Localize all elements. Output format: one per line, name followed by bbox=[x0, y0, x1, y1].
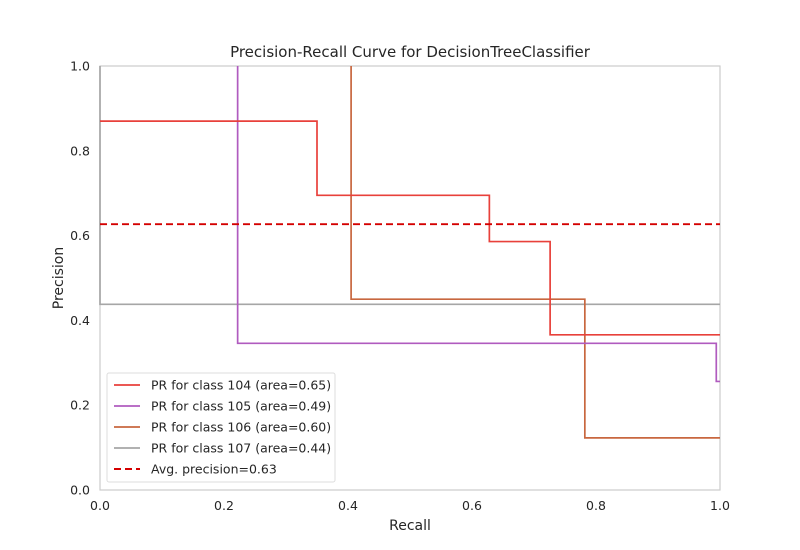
legend-label: PR for class 106 (area=0.60) bbox=[151, 420, 331, 435]
y-tick-label: 0.8 bbox=[70, 143, 90, 158]
series-line-2 bbox=[350, 66, 720, 439]
legend-label: PR for class 104 (area=0.65) bbox=[151, 378, 331, 393]
chart-title: Precision-Recall Curve for DecisionTreeC… bbox=[230, 43, 591, 61]
x-tick-label: 1.0 bbox=[710, 498, 730, 513]
y-axis-ticks: 0.0 0.2 0.4 0.6 0.8 1.0 bbox=[70, 59, 90, 498]
y-tick-label: 0.0 bbox=[70, 483, 90, 498]
legend-box bbox=[106, 372, 336, 483]
series-line-1 bbox=[236, 66, 720, 383]
legend: PR for class 104 (area=0.65) PR for class… bbox=[106, 372, 336, 483]
y-tick-label: 0.2 bbox=[70, 398, 90, 413]
series-line-3 bbox=[99, 66, 720, 306]
x-tick-label: 0.8 bbox=[586, 498, 606, 513]
legend-label: Avg. precision=0.63 bbox=[151, 462, 277, 477]
legend-label: PR for class 105 (area=0.49) bbox=[151, 399, 331, 414]
y-tick-label: 0.6 bbox=[70, 228, 90, 243]
x-tick-label: 0.2 bbox=[214, 498, 234, 513]
x-axis-label: Recall bbox=[389, 518, 431, 534]
y-tick-label: 1.0 bbox=[70, 59, 90, 74]
x-axis-ticks: 0.0 0.2 0.4 0.6 0.8 1.0 bbox=[90, 498, 730, 513]
series-line-0 bbox=[100, 120, 720, 336]
x-tick-label: 0.6 bbox=[462, 498, 482, 513]
legend-label: PR for class 107 (area=0.44) bbox=[151, 441, 331, 456]
x-tick-label: 0.0 bbox=[90, 498, 110, 513]
x-tick-label: 0.4 bbox=[338, 498, 358, 513]
y-axis-label: Precision bbox=[51, 247, 67, 309]
y-tick-label: 0.4 bbox=[70, 313, 90, 328]
series-layer bbox=[99, 66, 720, 439]
